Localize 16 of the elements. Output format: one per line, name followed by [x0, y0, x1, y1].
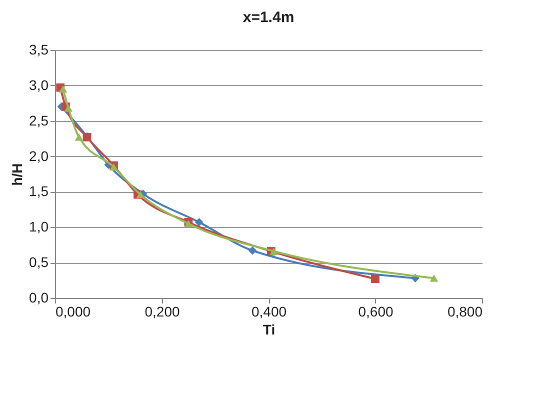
- x-tick-label: 0,000: [56, 304, 91, 320]
- y-axis-title: h/H: [9, 163, 26, 186]
- x-axis-title: Ti: [262, 322, 276, 338]
- x-tick-label: 0,800: [447, 304, 483, 320]
- x-tick-label: 0,200: [144, 304, 180, 320]
- y-tick-label: 2,5: [29, 112, 49, 128]
- y-tick-label: 0,0: [29, 290, 49, 306]
- y-tick-label: 2,0: [29, 148, 49, 164]
- y-tick-label: 3,5: [29, 42, 49, 58]
- y-tick-label: 0,5: [29, 254, 49, 270]
- y-tick-label: 1,0: [29, 218, 49, 235]
- x-tick-label: 0,600: [358, 304, 394, 320]
- x-tick-label: 0,400: [251, 304, 287, 320]
- y-tick-label: 1,5: [29, 183, 49, 200]
- chart-title: x=1.4m: [242, 9, 294, 26]
- y-tick-label: 3,0: [29, 76, 49, 93]
